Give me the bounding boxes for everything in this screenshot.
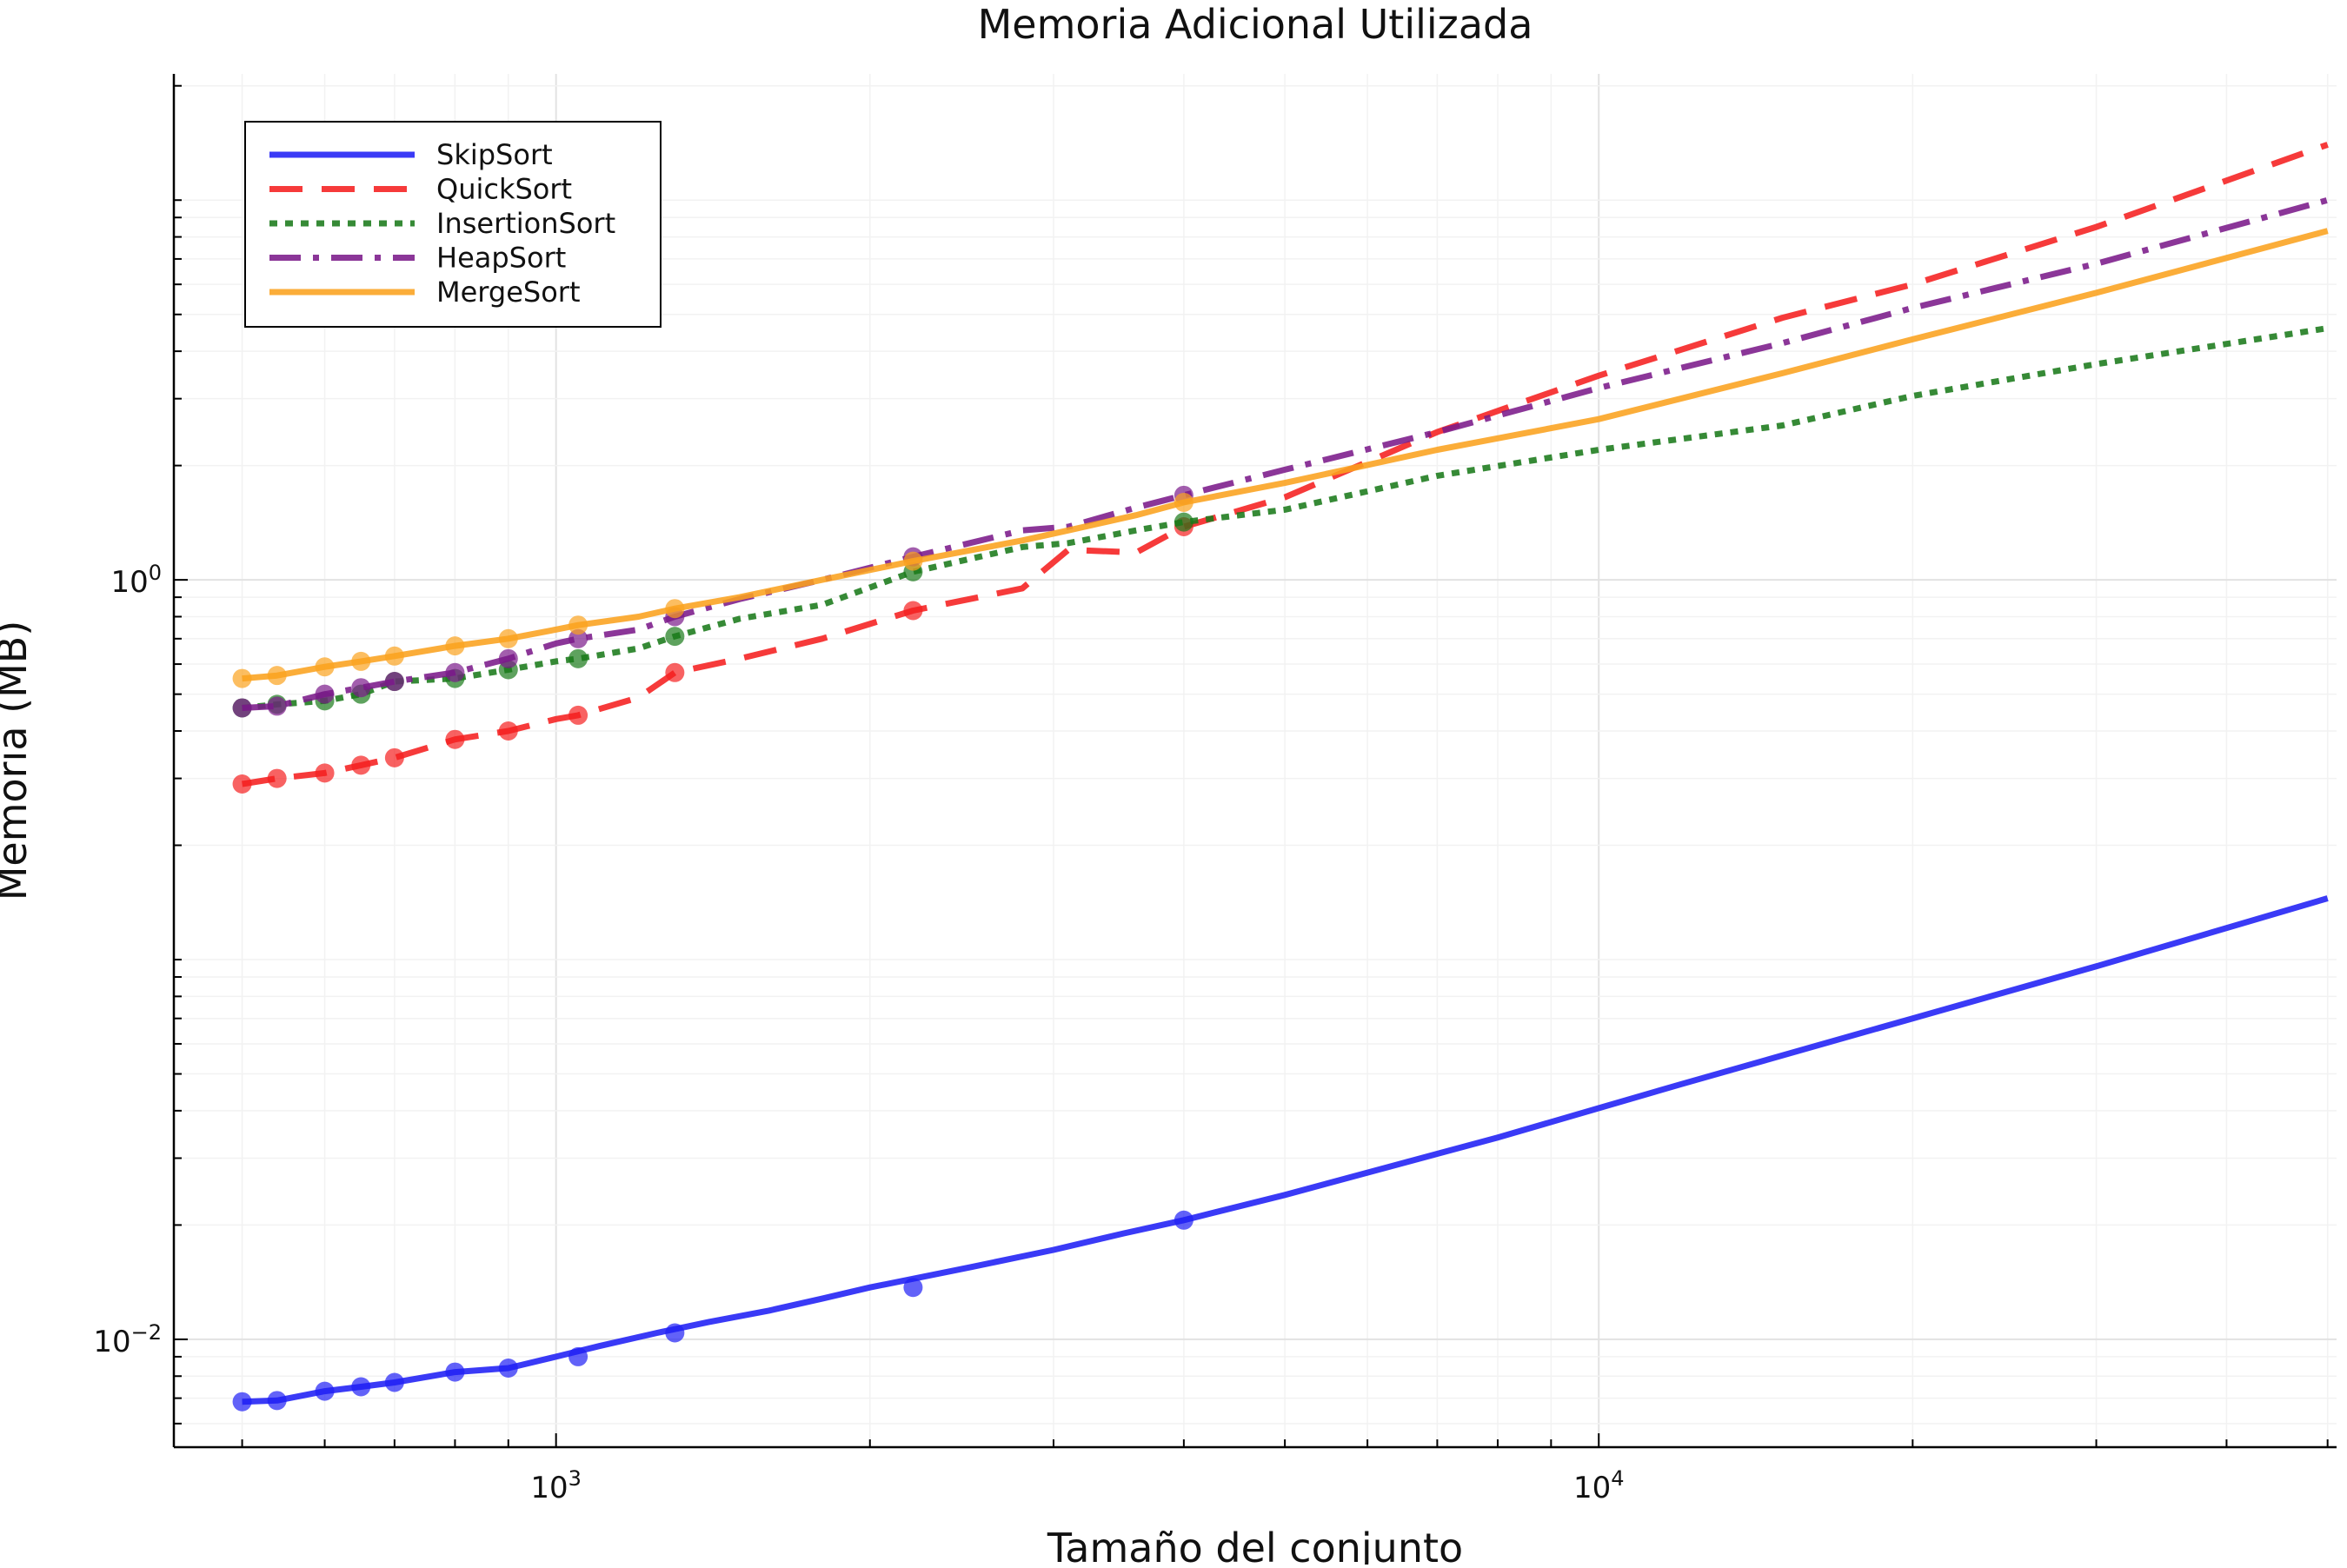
legend-label: InsertionSort [436, 207, 615, 240]
data-point [315, 1381, 335, 1401]
series-insertionsort [232, 325, 2329, 718]
legend-label: SkipSort [436, 138, 553, 171]
data-point [445, 1362, 465, 1382]
data-point [1174, 1210, 1193, 1230]
data-point [351, 1377, 371, 1397]
data-point [568, 705, 588, 725]
data-point [315, 763, 335, 783]
data-point [232, 774, 252, 794]
data-point [568, 648, 588, 668]
data-point [351, 678, 371, 698]
x-axis-label: Tamaño del conjunto [1047, 1525, 1463, 1565]
y-tick-label: 10−2 [93, 1320, 162, 1359]
y-tick-label: 100 [110, 561, 162, 600]
data-point [568, 628, 588, 648]
data-point [498, 628, 518, 648]
data-point [267, 1391, 287, 1411]
data-point [351, 651, 371, 671]
series-skipsort [232, 895, 2329, 1412]
x-tick-label: 104 [1573, 1466, 1625, 1505]
data-point [384, 672, 404, 692]
chart-title: Memoria Adicional Utilizada [978, 1, 1533, 48]
data-point [232, 698, 252, 718]
data-point [267, 666, 287, 686]
data-point [351, 755, 371, 775]
data-point [665, 662, 685, 682]
data-point [903, 1278, 923, 1298]
data-point [568, 615, 588, 635]
legend-label: MergeSort [436, 276, 580, 309]
tick-layer: 10−2 100 103 104 [93, 84, 2329, 1505]
series-line [242, 142, 2329, 787]
data-point [267, 696, 287, 716]
data-point [498, 1359, 518, 1379]
data-point [903, 551, 923, 571]
data-point [665, 1323, 685, 1343]
data-point [903, 601, 923, 621]
data-point [568, 1346, 588, 1366]
data-point [232, 668, 252, 688]
data-point [1174, 492, 1193, 512]
data-point [665, 599, 685, 619]
data-point [384, 1372, 404, 1392]
data-point [384, 646, 404, 666]
axes-frame [172, 74, 2337, 1449]
legend: SkipSortQuickSortInsertionSortHeapSortMe… [244, 121, 662, 328]
data-point [498, 721, 518, 741]
data-point [267, 768, 287, 788]
legend-label: QuickSort [436, 173, 572, 206]
data-point [315, 684, 335, 704]
data-point [315, 657, 335, 677]
data-point [445, 636, 465, 656]
series-layer [232, 142, 2329, 1412]
data-point [498, 648, 518, 668]
data-point [232, 1392, 252, 1412]
data-point [665, 627, 685, 647]
series-mergesort [232, 228, 2329, 688]
data-point [1174, 512, 1193, 532]
data-point [445, 729, 465, 749]
data-point [384, 747, 404, 767]
y-axis-label: Memoria (MB) [0, 621, 36, 901]
x-tick-label: 103 [530, 1466, 582, 1505]
legend-label: HeapSort [436, 242, 566, 275]
data-point [445, 662, 465, 682]
